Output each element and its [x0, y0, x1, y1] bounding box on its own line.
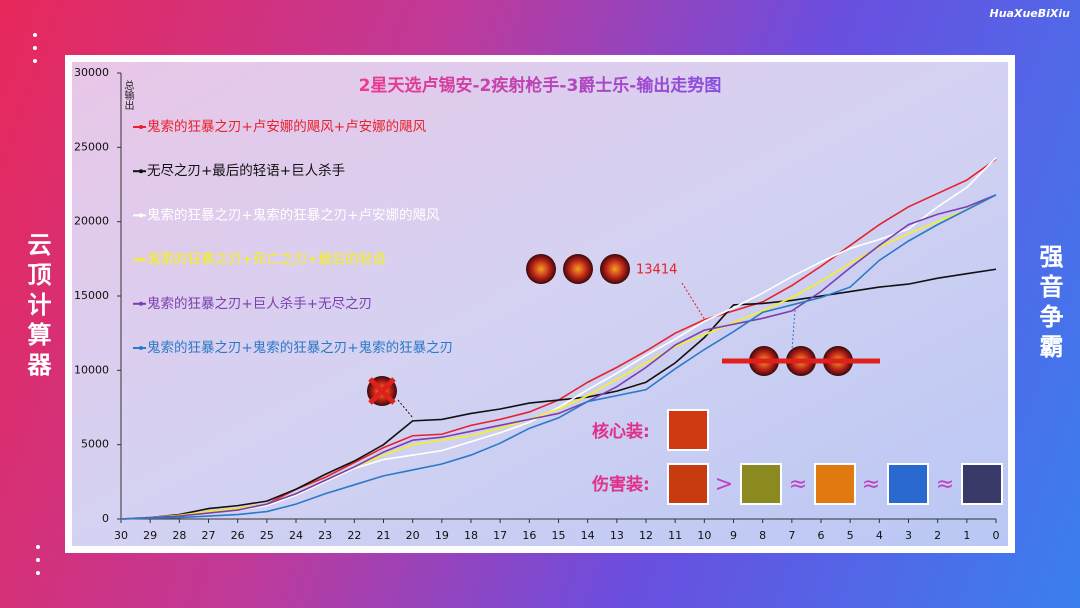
- side-left: 云顶计算器: [23, 232, 51, 382]
- x-tick-label: 6: [818, 529, 825, 542]
- x-tick-label: 26: [231, 529, 245, 542]
- x-tick-label: 18: [464, 529, 478, 542]
- legend-label: 鬼索的狂暴之刃+卢安娜的飓风+卢安娜的飓风: [147, 119, 427, 135]
- circles: [33, 33, 40, 575]
- x-tick-label: 7: [788, 529, 795, 542]
- x-tick-label: 9: [730, 529, 737, 542]
- x-tick-label: 3: [905, 529, 912, 542]
- x-tick-label: 15: [552, 529, 566, 542]
- y-tick-label: 15000: [74, 289, 109, 302]
- legend-dot: [139, 301, 143, 306]
- legend-label: 无尽之刃+最后的轻语+巨人杀手: [147, 163, 345, 179]
- x-tick-label: 12: [639, 529, 653, 542]
- legend-dot: [139, 169, 143, 174]
- symbol: >: [715, 472, 733, 497]
- x-tick-label: 28: [172, 529, 186, 542]
- core-label: 核心装:: [592, 421, 650, 442]
- peak-label: 13414: [636, 263, 677, 278]
- y-tick-label: 30000: [74, 66, 109, 79]
- x-tick-label: 13: [610, 529, 624, 542]
- legend-dot: [139, 213, 143, 218]
- y-tick-label: 20000: [74, 215, 109, 228]
- legend-dot: [139, 257, 143, 262]
- side-right: 强音争霸: [1035, 244, 1063, 364]
- x-tick-label: 4: [876, 529, 883, 542]
- y-label: 总输出: [122, 79, 134, 110]
- series-line: [120, 268, 997, 520]
- series-line: [120, 157, 997, 520]
- x-tick-label: 25: [260, 529, 274, 542]
- legend-label: 鬼索的狂暴之刃+鬼索的狂暴之刃+鬼索的狂暴之刃: [147, 340, 453, 356]
- x-tick-label: 0: [993, 529, 1000, 542]
- legend-dot: [139, 346, 143, 350]
- x-tick-label: 27: [202, 529, 216, 542]
- series-line: [120, 194, 997, 520]
- x-tick-label: 16: [522, 529, 536, 542]
- symbol: ≈: [789, 472, 807, 497]
- x-tick-label: 23: [318, 529, 332, 542]
- y-tick-label: 25000: [74, 140, 109, 153]
- x-tick-label: 1: [963, 529, 970, 542]
- x-tick-label: 30: [114, 529, 128, 542]
- x-tick-label: 5: [847, 529, 854, 542]
- damage-label: 伤害装:: [591, 474, 650, 495]
- x-tick-label: 21: [377, 529, 391, 542]
- legend-dot: [139, 125, 143, 129]
- x-tick-label: 20: [406, 529, 420, 542]
- series-line: [120, 194, 997, 520]
- symbol: ≈: [862, 472, 880, 497]
- symbol: ≈: [936, 472, 954, 497]
- icons: [367, 254, 1003, 505]
- x-tick-label: 17: [493, 529, 507, 542]
- x-tick-label: 2: [934, 529, 941, 542]
- brand: HuaXueBiXiu: [989, 7, 1070, 20]
- x-tick-label: 11: [668, 529, 682, 542]
- x-tick-label: 14: [581, 529, 595, 542]
- x-tick-label: 10: [697, 529, 711, 542]
- legend-label: 鬼索的狂暴之刃+死亡之刃+最后的轻语: [147, 252, 386, 268]
- x-tick-label: 19: [435, 529, 449, 542]
- y-tick-label: 0: [102, 512, 109, 525]
- x-tick-label: 24: [289, 529, 303, 542]
- x-tick-label: 29: [143, 529, 157, 542]
- legend-label: 鬼索的狂暴之刃+鬼索的狂暴之刃+卢安娜的飓风: [147, 207, 440, 223]
- x-tick-label: 8: [759, 529, 766, 542]
- y-tick-label: 10000: [74, 363, 109, 376]
- legend-label: 鬼索的狂暴之刃+巨人杀手+无尽之刃: [147, 296, 372, 312]
- x-tick-label: 22: [347, 529, 361, 542]
- y-tick-label: 5000: [81, 438, 109, 451]
- chart-title: 2星天选卢锡安-2疾射枪手-3爵士乐-输出走势图: [359, 75, 722, 96]
